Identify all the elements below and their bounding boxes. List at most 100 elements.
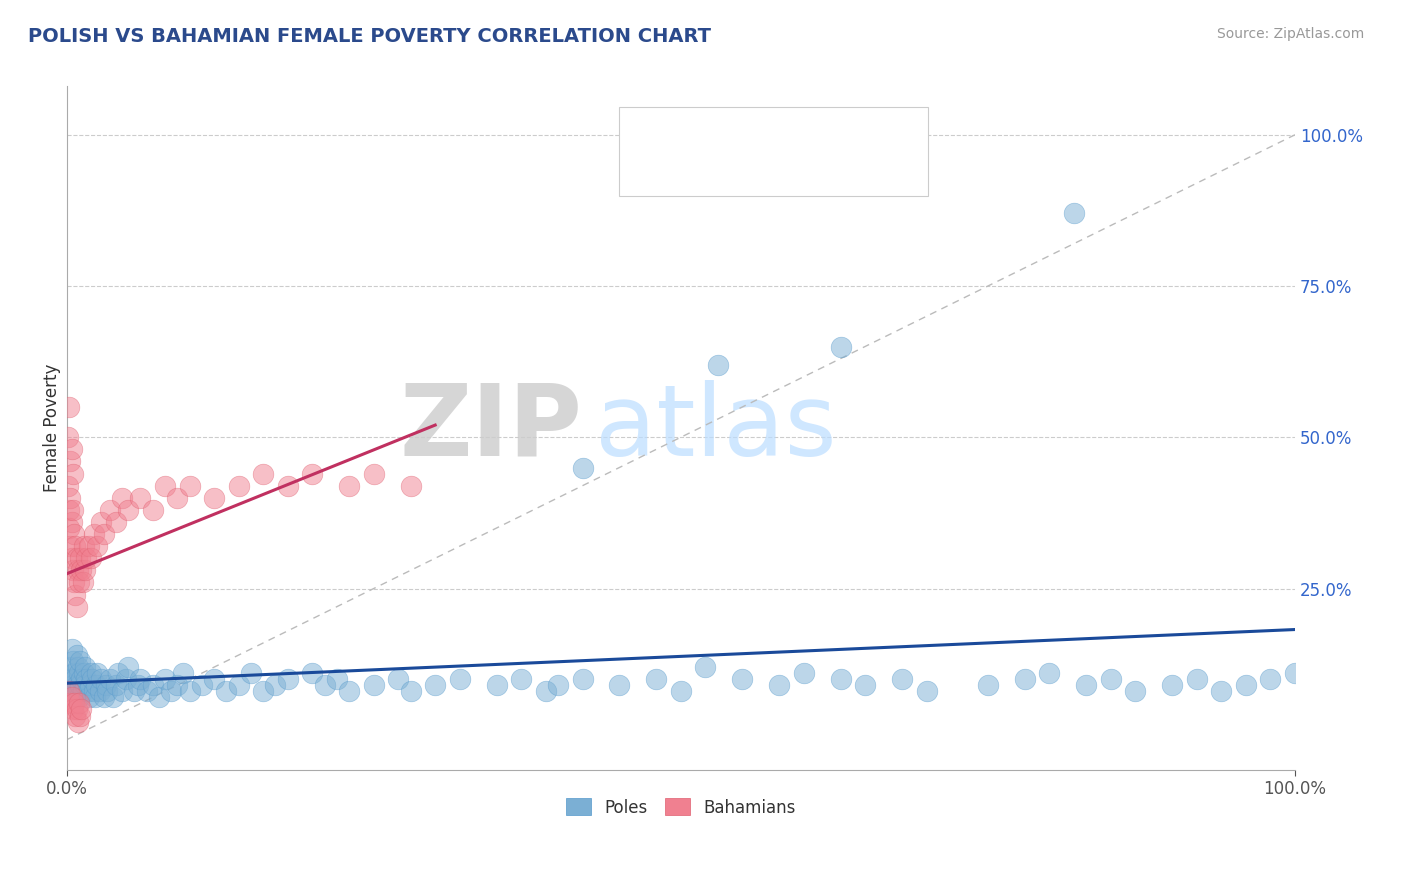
Point [695,660,717,674]
Point [1284,666,1306,681]
Point [1211,684,1233,698]
Point [66,714,89,729]
Text: ZIP: ZIP [399,380,582,476]
Point [449,672,471,686]
Point [63,684,86,698]
Point [65,599,87,614]
Point [59,454,82,468]
Point [853,678,876,692]
Point [94,678,117,692]
Point [82,672,104,686]
Point [387,672,409,686]
Point [326,672,349,686]
Point [56,478,79,492]
Point [731,672,754,686]
Point [337,478,360,492]
Point [56,430,79,444]
Point [645,672,668,686]
Point [277,672,299,686]
Text: R =: R = [669,120,706,138]
Point [62,654,84,668]
Point [1260,672,1282,686]
Point [86,539,108,553]
Point [153,478,176,492]
Point [179,684,201,698]
Point [67,575,90,590]
Point [65,539,87,553]
Point [65,648,87,662]
Point [172,666,194,681]
Point [90,672,112,686]
Point [142,503,165,517]
Point [485,678,508,692]
Point [58,400,80,414]
Point [65,672,87,686]
Point [62,467,84,481]
Point [160,684,183,698]
Point [93,690,115,705]
Point [129,491,152,505]
Point [830,672,852,686]
Point [252,467,274,481]
Point [179,478,201,492]
Point [1123,684,1146,698]
Point [399,684,422,698]
Point [609,678,631,692]
Text: 105: 105 [783,120,818,138]
Text: R =: R = [669,153,706,171]
Point [117,503,139,517]
Point [117,660,139,674]
Point [75,672,97,686]
Point [129,672,152,686]
Point [1099,672,1122,686]
Point [1234,678,1257,692]
Point [69,678,91,692]
Point [239,666,262,681]
Point [1014,672,1036,686]
Point [62,702,84,716]
Point [571,460,593,475]
Point [114,672,136,686]
Point [58,503,80,517]
Point [363,678,385,692]
Point [534,684,557,698]
Point [277,478,299,492]
Point [58,684,80,698]
Point [60,515,83,529]
Point [202,672,225,686]
Point [73,666,96,681]
Text: 0.312: 0.312 [697,153,749,171]
Point [70,563,93,577]
Point [60,672,83,686]
Point [86,666,108,681]
Point [83,527,105,541]
Point [148,690,170,705]
Point [215,684,238,698]
Legend: Poles, Bahamians: Poles, Bahamians [560,792,801,823]
Point [65,708,87,723]
Point [59,491,82,505]
Point [72,575,94,590]
Point [69,654,91,668]
Point [58,684,80,698]
Point [228,678,250,692]
Point [314,678,336,692]
Point [977,678,1000,692]
Point [1038,666,1060,681]
Point [111,684,134,698]
Point [768,678,790,692]
Point [65,588,87,602]
Point [142,678,165,692]
Point [363,467,385,481]
Point [891,672,914,686]
Point [191,678,214,692]
Point [80,666,103,681]
Point [104,678,127,692]
Point [75,678,97,692]
Point [96,684,118,698]
Point [89,684,111,698]
Point [103,690,125,705]
Text: N =: N = [756,153,793,171]
Point [60,690,83,705]
Point [915,684,938,698]
